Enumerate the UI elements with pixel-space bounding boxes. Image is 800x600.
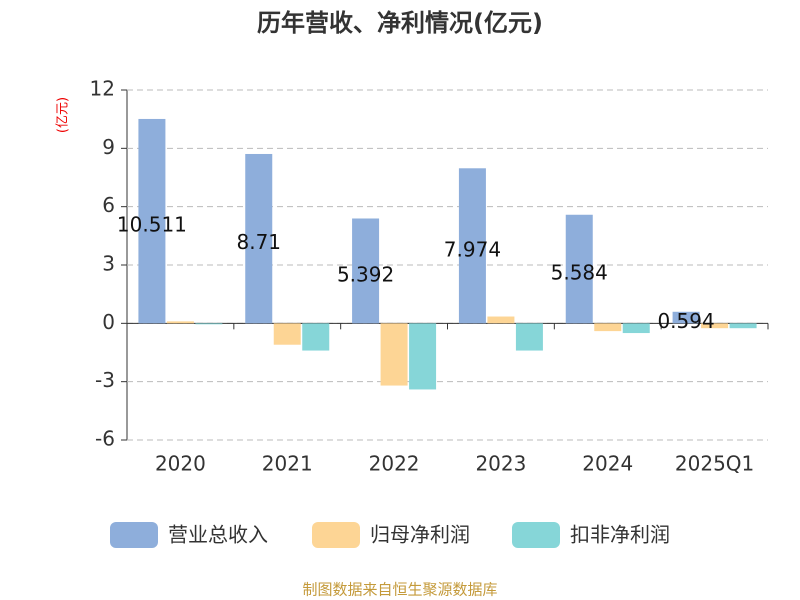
y-tick-label: -6	[95, 427, 115, 451]
y-tick-label: 12	[90, 77, 115, 101]
y-tick-label: 6	[102, 193, 115, 217]
legend-label: 归母净利润	[370, 523, 470, 547]
bar	[166, 321, 194, 324]
bar	[273, 323, 301, 345]
legend-label: 营业总收入	[168, 523, 268, 547]
bar	[515, 323, 543, 351]
bar	[565, 214, 593, 324]
data-label: 5.584	[551, 261, 608, 285]
legend-swatch	[312, 522, 360, 548]
y-tick-label: 0	[102, 310, 115, 334]
bar	[409, 323, 437, 390]
x-tick-label: 2020	[155, 452, 206, 476]
x-tick-label: 2023	[475, 452, 526, 476]
x-tick-label: 2021	[262, 452, 313, 476]
bar	[622, 323, 650, 334]
bar	[138, 118, 166, 324]
bar	[701, 323, 729, 329]
y-tick-label: 3	[102, 252, 115, 276]
bar	[458, 168, 486, 324]
x-tick-label: 2025Q1	[675, 452, 754, 476]
data-label: 5.392	[337, 262, 394, 286]
y-tick-label: 9	[102, 135, 115, 159]
y-tick-label: -3	[95, 368, 115, 392]
x-tick-label: 2022	[369, 452, 420, 476]
bar	[245, 153, 273, 324]
bar	[195, 323, 223, 325]
x-tick-label: 2024	[582, 452, 633, 476]
bar	[672, 311, 700, 324]
bar	[380, 323, 408, 386]
bar	[352, 218, 380, 324]
source-note: 制图数据来自恒生聚源数据库	[302, 581, 497, 599]
data-label: 10.511	[117, 213, 187, 237]
bar	[594, 323, 622, 332]
legend-swatch	[110, 522, 158, 548]
bar	[729, 323, 757, 329]
bar	[302, 323, 330, 351]
data-label: 8.71	[236, 230, 281, 254]
bar	[487, 316, 515, 324]
data-label: 0.594	[657, 309, 714, 333]
legend-swatch	[512, 522, 560, 548]
legend-label: 扣非净利润	[570, 523, 670, 547]
chart-title: 历年营收、净利情况(亿元)	[257, 9, 543, 37]
y-axis-label: (亿元)	[56, 97, 71, 133]
data-label: 7.974	[444, 237, 501, 261]
